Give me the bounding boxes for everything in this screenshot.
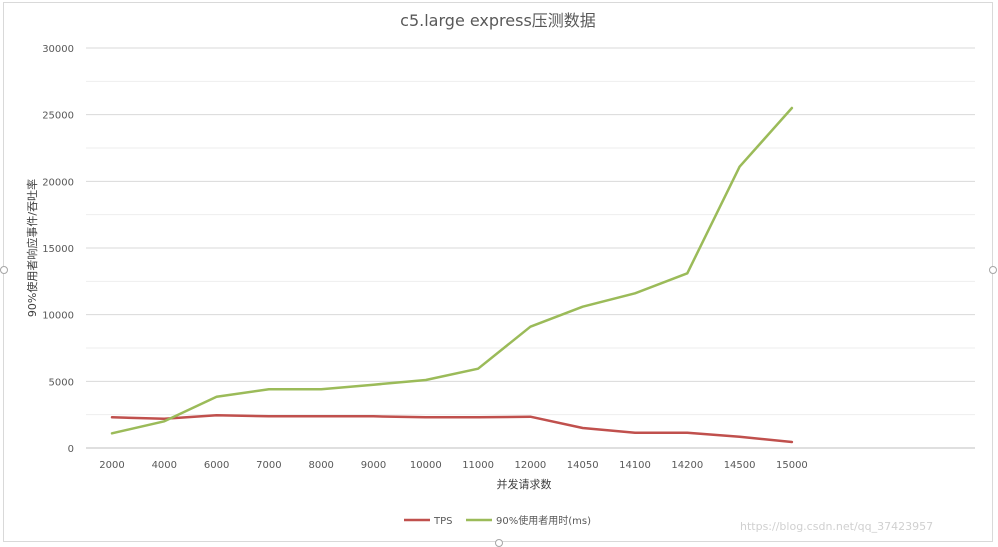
chart-frame <box>3 2 993 542</box>
resize-handle-right[interactable] <box>989 266 997 274</box>
x-tick-label: 12000 <box>514 460 546 471</box>
y-tick-label: 5000 <box>49 377 74 388</box>
x-tick-label: 14100 <box>619 460 651 471</box>
x-tick-label: 14200 <box>671 460 703 471</box>
x-axis-ticks: 2000 4000 6000 7000 8000 9000 10000 11000 12000 1… <box>99 460 808 471</box>
y-tick-label: 20000 <box>42 177 74 188</box>
x-tick-label: 8000 <box>308 460 333 471</box>
x-tick-label: 4000 <box>152 460 177 471</box>
y-tick-label: 15000 <box>42 244 74 255</box>
y-tick-label: 30000 <box>42 44 74 55</box>
x-tick-label: 14500 <box>724 460 756 471</box>
legend-label: 90%使用者用时(ms) <box>496 514 591 527</box>
watermark: https://blog.csdn.net/qq_37423957 <box>740 520 933 533</box>
chart-title: c5.large express压测数据 <box>400 11 596 30</box>
gridlines <box>86 47 975 449</box>
legend-label: TPS <box>433 516 453 527</box>
legend: TPS 90%使用者用时(ms) <box>404 514 591 527</box>
x-tick-label: 9000 <box>361 460 386 471</box>
y-tick-label: 0 <box>68 444 74 455</box>
x-tick-label: 6000 <box>204 460 229 471</box>
x-tick-label: 15000 <box>776 460 808 471</box>
y-axis-ticks: 0 5000 10000 15000 20000 25000 30000 <box>42 44 74 455</box>
series-lines <box>110 106 794 444</box>
series-line-0 <box>110 414 794 444</box>
series-line-1 <box>110 106 794 435</box>
x-tick-label: 10000 <box>410 460 442 471</box>
x-axis-label: 并发请求数 <box>497 477 552 491</box>
x-tick-label: 2000 <box>99 460 124 471</box>
y-axis-label: 90%使用者响应事件/吞吐率 <box>25 179 39 317</box>
y-tick-label: 10000 <box>42 311 74 322</box>
x-tick-label: 7000 <box>256 460 281 471</box>
y-tick-label: 25000 <box>42 111 74 122</box>
x-tick-label: 11000 <box>462 460 494 471</box>
x-tick-label: 14050 <box>567 460 599 471</box>
resize-handle-left[interactable] <box>0 266 8 274</box>
